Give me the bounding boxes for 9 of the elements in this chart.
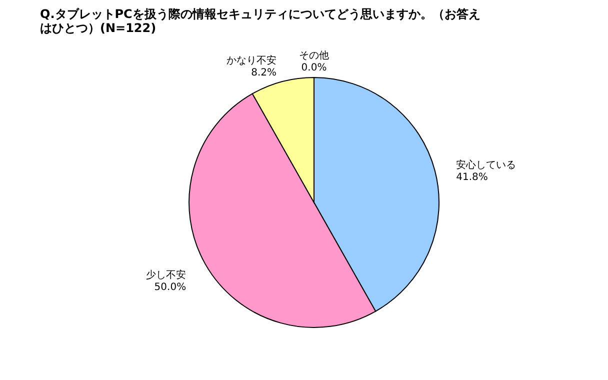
slice-label: 安心している bbox=[456, 159, 516, 172]
data-label: 50.0% bbox=[154, 282, 186, 293]
category-label: その他 bbox=[299, 50, 329, 62]
slice-label: かなり不安 bbox=[226, 54, 277, 66]
text: 0.0% bbox=[301, 62, 327, 74]
chart-title: Q.タブレットPCを扱う際の情報セキュリティについてどう思いますか。（お答えはひとつ）(N=122) bbox=[40, 7, 480, 35]
slice-label: 少し不安 bbox=[146, 268, 186, 281]
data-label: 41.8% bbox=[456, 172, 488, 184]
data-label: 8.2% bbox=[251, 67, 277, 78]
